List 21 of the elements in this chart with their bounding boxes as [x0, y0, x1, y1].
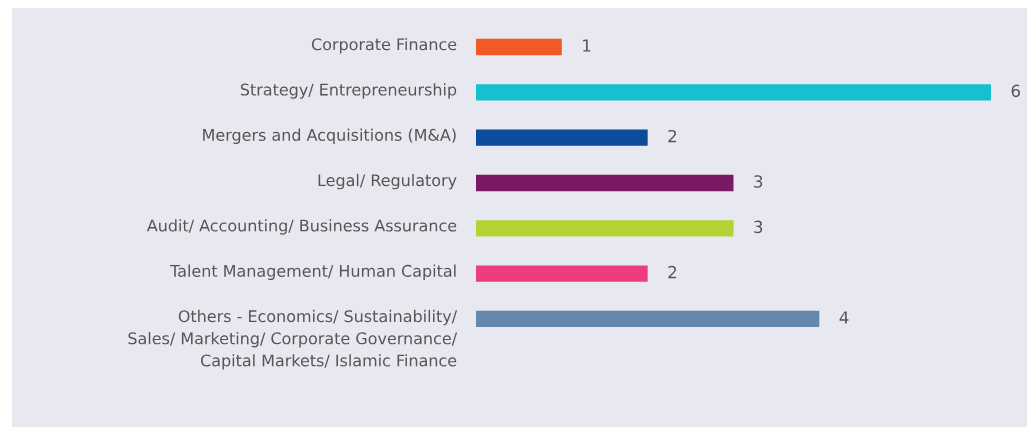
y-tick-label: Talent Management/ Human Capital	[170, 264, 456, 281]
bar	[476, 310, 820, 328]
bar	[476, 265, 648, 282]
bar	[476, 84, 991, 101]
bar	[476, 174, 734, 192]
y-tick-label: Legal/ Regulatory	[318, 173, 457, 190]
y-tick-label: Audit/ Accounting/ Business Assurance	[146, 219, 457, 235]
data-label: 3	[754, 175, 763, 188]
data-label: 2	[668, 265, 677, 279]
bar	[476, 129, 648, 146]
data-label: 3	[754, 220, 763, 234]
data-label: 6	[1011, 84, 1020, 98]
y-tick-label: Mergers and Acquisitions (M&A)	[203, 128, 456, 145]
bar	[476, 38, 562, 56]
y-tick-label: Strategy/ Entrepreneurship	[240, 83, 457, 99]
data-label: 2	[668, 129, 677, 143]
data-label: 1	[583, 39, 591, 52]
bar	[476, 220, 734, 237]
y-tick-label: Corporate Finance	[311, 37, 457, 54]
data-label: 4	[839, 311, 849, 324]
y-tick-label: Others - Economics/ Sustainability/ Sales/ Marketing/ Corporate Governance/ Capital Markets/ Islamic Finance	[128, 309, 458, 370]
